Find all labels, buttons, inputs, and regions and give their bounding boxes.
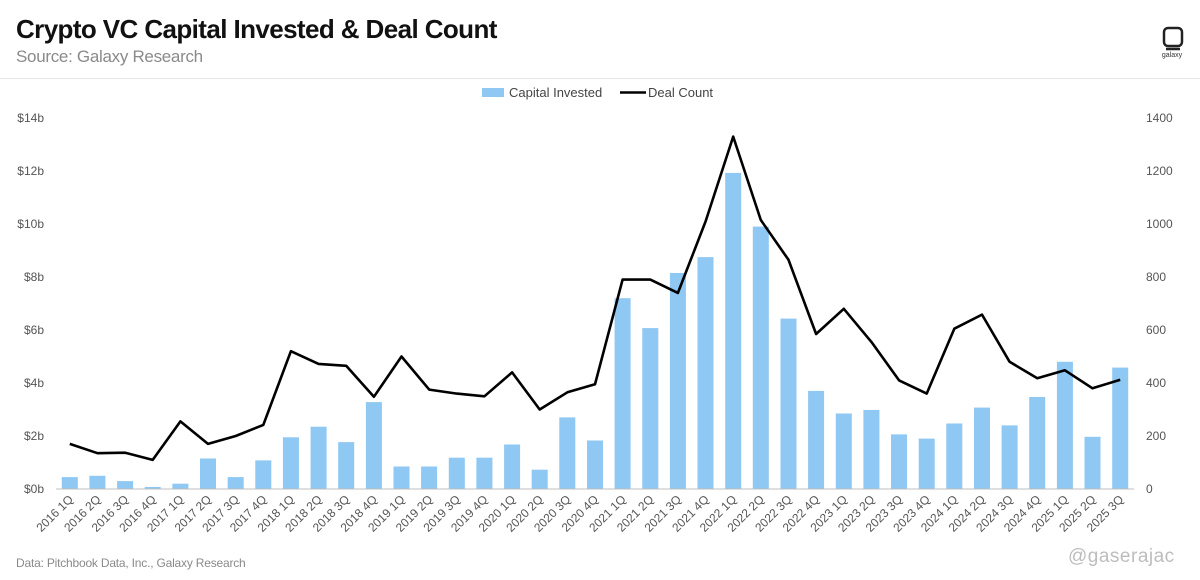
y-left-tick-label: $6b [24, 323, 44, 337]
y-right-tick-label: 1000 [1146, 217, 1173, 231]
y-right-tick-label: 800 [1146, 270, 1166, 284]
capital-invested-bar [282, 437, 299, 489]
capital-invested-bar [365, 402, 382, 489]
capital-invested-bar [310, 426, 327, 489]
deal-count-series-line [69, 135, 1121, 462]
chart-legend: Capital Invested Deal Count [482, 85, 713, 100]
y-left-tick-label: $14b [17, 111, 44, 125]
capital-invested-bar [863, 410, 880, 489]
capital-invested-bar [808, 390, 825, 489]
capital-invested-bars [61, 172, 1129, 490]
y-axis-right: 0 200 400 600 800 1000 1200 1400 [1146, 111, 1173, 496]
y-left-tick-label: $10b [17, 217, 44, 231]
capital-invested-bar [172, 483, 189, 489]
capital-invested-bar [393, 466, 410, 489]
header-divider [0, 78, 1200, 79]
capital-invested-bar [669, 273, 686, 489]
capital-invested-bar [725, 172, 742, 489]
capital-invested-bar [835, 413, 852, 489]
capital-invested-bar [1029, 397, 1046, 489]
y-axis-left: $0b $2b $4b $6b $8b $10b $12b $14b [17, 111, 44, 496]
capital-invested-bar [780, 318, 797, 489]
capital-invested-bar [504, 444, 521, 489]
watermark: @gaserajac [1068, 546, 1175, 567]
footer-note: Data: Pitchbook Data, Inc., Galaxy Resea… [16, 556, 246, 570]
y-right-tick-label: 0 [1146, 482, 1153, 496]
y-left-tick-label: $8b [24, 270, 44, 284]
capital-invested-bar [448, 457, 465, 489]
capital-invested-bar [117, 481, 134, 489]
y-left-tick-label: $12b [17, 164, 44, 178]
y-right-tick-label: 600 [1146, 323, 1166, 337]
legend-label-capital: Capital Invested [509, 85, 602, 100]
capital-invested-bar [1001, 425, 1018, 489]
capital-invested-bar [974, 407, 990, 489]
legend-swatch-capital [482, 88, 504, 97]
capital-invested-bar [559, 417, 576, 489]
capital-invested-bar [946, 423, 963, 489]
legend-label-deals: Deal Count [648, 85, 713, 100]
capital-invested-bar [338, 442, 355, 489]
capital-invested-bar [614, 298, 631, 489]
page-title: Crypto VC Capital Invested & Deal Count [16, 14, 497, 44]
deal-count-line [69, 135, 1121, 462]
capital-invested-bar [1056, 361, 1073, 489]
capital-invested-bar [642, 328, 659, 489]
capital-invested-bar [587, 440, 603, 489]
capital-invested-bar [531, 469, 548, 489]
capital-invested-bar [61, 477, 78, 489]
capital-invested-bar [421, 466, 438, 489]
capital-invested-bar [200, 458, 216, 489]
capital-invested-bar [1112, 367, 1129, 489]
capital-invested-bar [476, 457, 493, 489]
y-right-tick-label: 1400 [1146, 111, 1173, 125]
capital-invested-bar [752, 226, 769, 489]
capital-invested-bar [891, 434, 907, 489]
capital-invested-bar [697, 257, 714, 489]
capital-invested-bar [1084, 436, 1101, 489]
galaxy-logo-icon [1162, 26, 1184, 51]
y-right-tick-label: 1200 [1146, 164, 1173, 178]
page-subtitle: Source: Galaxy Research [16, 47, 203, 66]
capital-invested-bar [918, 438, 935, 489]
logo-text: galaxy [1161, 52, 1183, 59]
capital-invested-bar [255, 460, 272, 489]
y-right-tick-label: 200 [1146, 429, 1166, 443]
capital-invested-bar [227, 477, 244, 489]
y-left-tick-label: $0b [24, 482, 44, 496]
capital-invested-bar [144, 486, 161, 489]
y-left-tick-label: $4b [24, 376, 44, 390]
y-right-tick-label: 400 [1146, 376, 1166, 390]
y-left-tick-label: $2b [24, 429, 44, 443]
capital-invested-bar [89, 475, 106, 490]
